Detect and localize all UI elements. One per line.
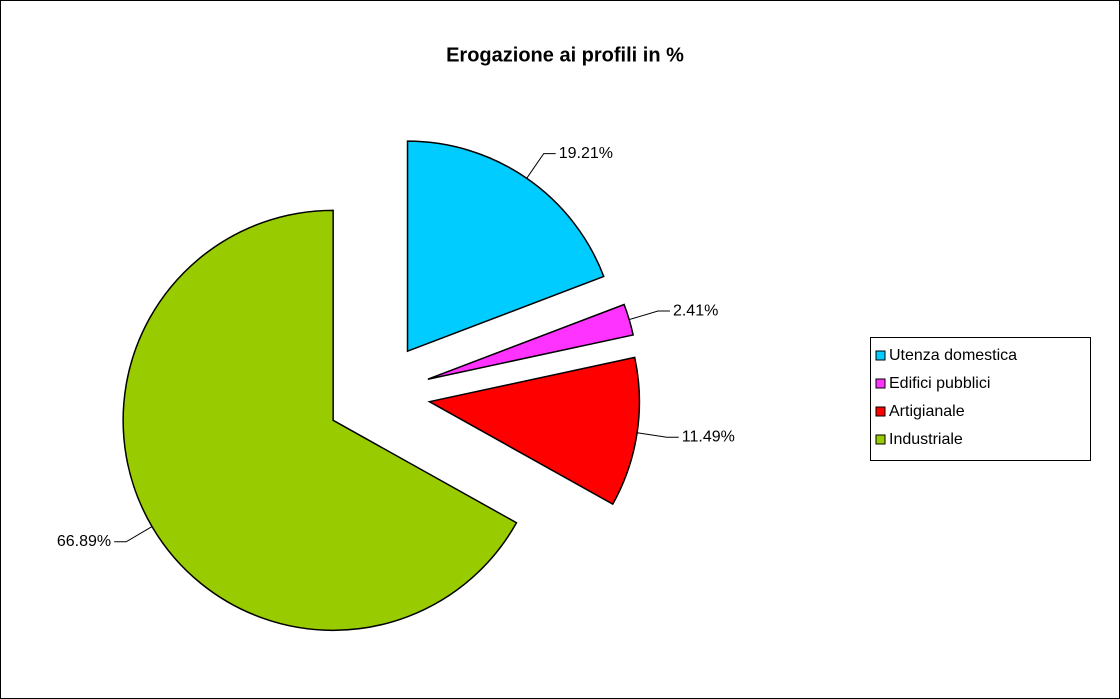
- leader-line: [114, 526, 153, 543]
- legend-label: Industriale: [889, 431, 963, 448]
- chart-title: Erogazione ai profili in %: [446, 44, 684, 66]
- legend-swatch: [875, 434, 886, 445]
- legend-swatch: [875, 406, 886, 417]
- legend-swatch: [875, 350, 886, 361]
- data-label: 66.89%: [57, 533, 111, 550]
- legend-swatch: [875, 378, 886, 389]
- pie-slice: [406, 140, 605, 353]
- leader-line: [629, 310, 670, 321]
- leader-line: [637, 432, 679, 438]
- data-label: 19.21%: [559, 145, 613, 162]
- legend-label: Edifici pubblici: [889, 375, 990, 392]
- data-label: 2.41%: [673, 302, 718, 319]
- legend-label: Artigianale: [889, 403, 965, 420]
- pie-slice: [427, 356, 641, 506]
- data-label: 11.49%: [682, 428, 735, 445]
- leader-line: [526, 153, 556, 179]
- pie-slice: [122, 209, 518, 632]
- legend-label: Utenza domestica: [889, 347, 1017, 364]
- legend-box: [870, 337, 1091, 461]
- pie-slice: [427, 303, 635, 380]
